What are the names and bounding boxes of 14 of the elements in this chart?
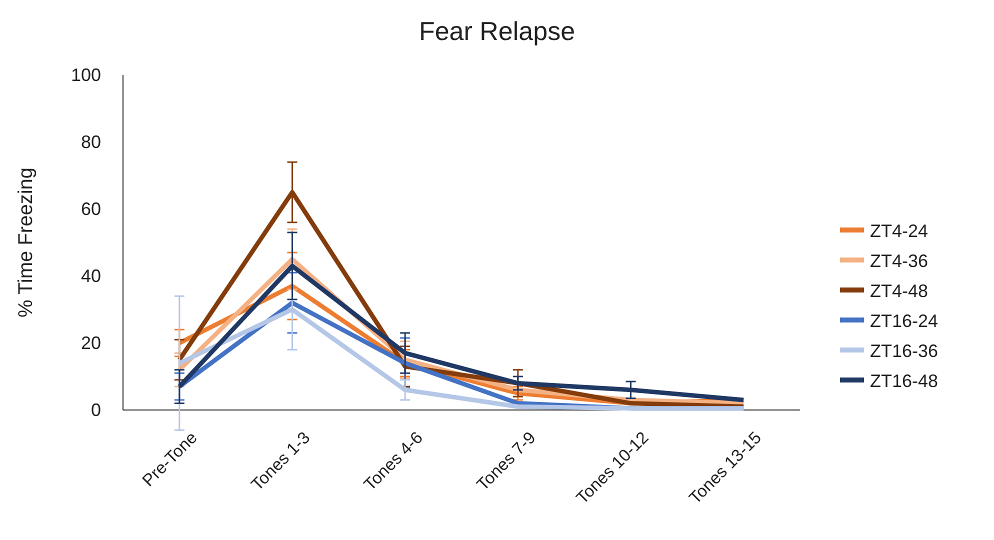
legend-label: ZT16-24 — [870, 311, 938, 331]
y-tick-label: 80 — [80, 132, 101, 152]
y-tick-label: 60 — [80, 198, 101, 219]
y-tick-label: 100 — [70, 64, 101, 85]
chart-title: Fear Relapse — [418, 16, 576, 46]
y-axis-title: % Time Freezing — [15, 167, 37, 318]
legend-label: ZT16-48 — [870, 371, 938, 391]
y-tick-label: 20 — [80, 332, 101, 353]
y-tick-label: 0 — [90, 400, 101, 420]
legend-label: ZT4-48 — [870, 281, 928, 301]
y-tick-label: 40 — [80, 266, 101, 286]
legend-label: ZT4-24 — [870, 221, 928, 241]
legend-label: ZT16-36 — [870, 341, 938, 361]
legend-label: ZT4-36 — [870, 251, 928, 271]
